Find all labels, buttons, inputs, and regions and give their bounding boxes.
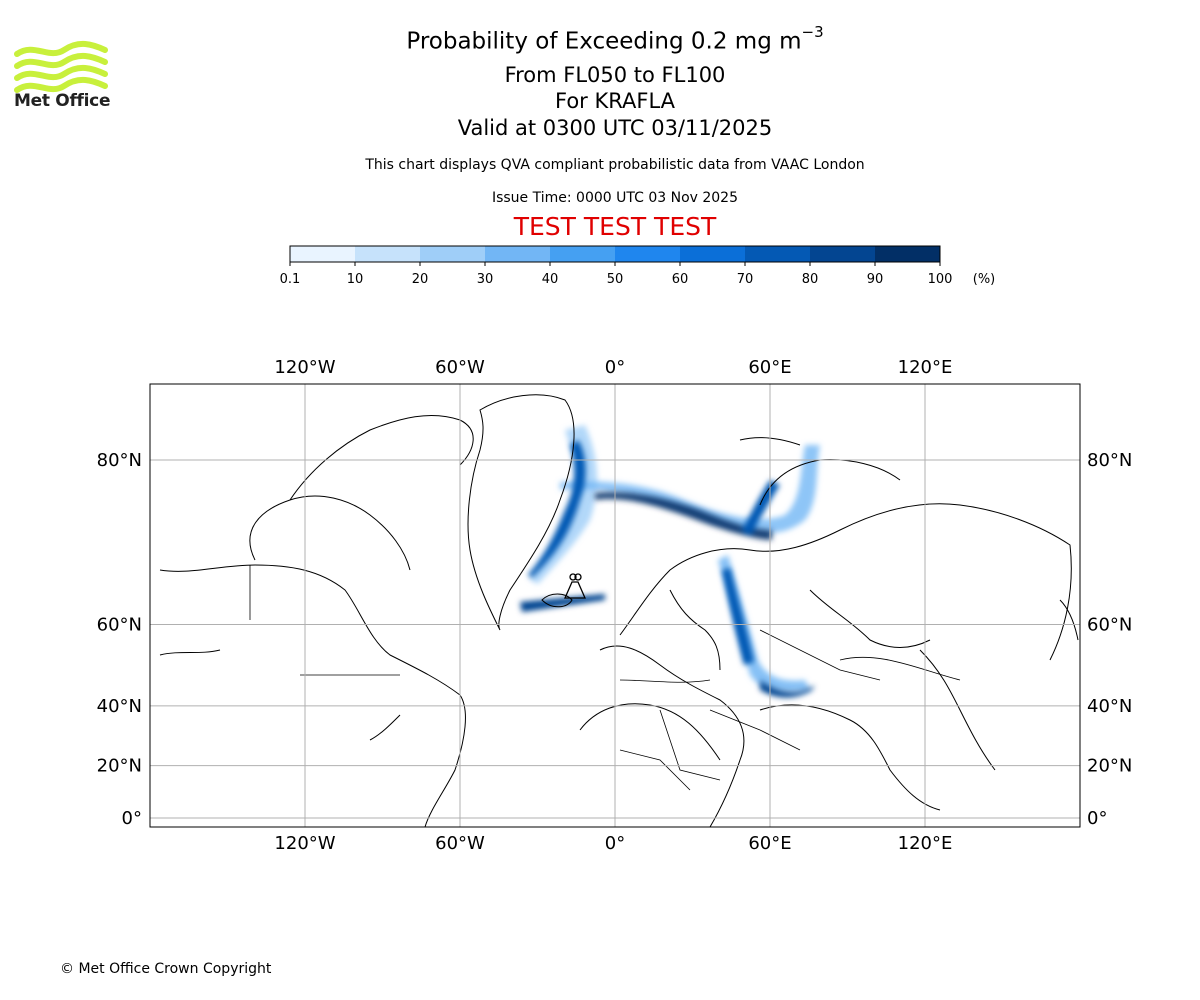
latitude-label: 0° — [1087, 808, 1107, 829]
latitude-label: 60°N — [1087, 614, 1132, 635]
colorbar-swatch — [810, 246, 875, 262]
longitude-label: 120°W — [274, 833, 335, 854]
latitude-label: 80°N — [1087, 450, 1132, 471]
colorbar-tick-label: 100 — [928, 272, 953, 287]
colorbar-tick-label: 90 — [867, 272, 884, 287]
longitude-label: 60°W — [435, 357, 485, 378]
colorbar-swatch — [875, 246, 940, 262]
test-banner: TEST TEST TEST — [513, 212, 717, 241]
colorbar-tick-label: 70 — [737, 272, 754, 287]
colorbar-tick-label: 0.1 — [280, 272, 301, 287]
longitude-label: 0° — [605, 833, 625, 854]
chart-title: Probability of Exceeding 0.2 mg m−3 — [0, 23, 1200, 55]
latitude-label: 60°N — [97, 614, 142, 635]
colorbar-swatch — [550, 246, 615, 262]
longitude-label: 120°W — [274, 357, 335, 378]
volcano-marker — [564, 573, 586, 599]
colorbar-swatch — [420, 246, 485, 262]
map-frame — [149, 383, 1081, 828]
colorbar-tick-label: 10 — [347, 272, 364, 287]
colorbar-tick-label: 60 — [672, 272, 689, 287]
copyright: © Met Office Crown Copyright — [60, 961, 272, 977]
longitude-label: 60°E — [748, 357, 791, 378]
country-borders — [249, 565, 961, 791]
issue-time: Issue Time: 0000 UTC 03 Nov 2025 — [491, 190, 739, 206]
met-office-logo — [14, 41, 108, 93]
title-exponent: −3 — [801, 23, 824, 41]
colorbar-swatch — [615, 246, 680, 262]
valid-time: Valid at 0300 UTC 03/11/2025 — [457, 116, 773, 140]
chart-description: This chart displays QVA compliant probab… — [365, 157, 865, 173]
colorbar-tick-label: 50 — [607, 272, 624, 287]
longitude-labels-bottom: 120°W 60°W 0° 60°E 120°E — [274, 833, 952, 854]
longitude-labels-top: 120°W 60°W 0° 60°E 120°E — [274, 357, 952, 378]
colorbar-tick-label: 20 — [412, 272, 429, 287]
colorbar-swatch — [290, 246, 355, 262]
colorbar-tick-label: 30 — [477, 272, 494, 287]
colorbar-unit: (%) — [973, 272, 996, 287]
map: 120°W 60°W 0° 60°E 120°E 120°W 60°W 0° 60°E 120°… — [97, 357, 1133, 854]
longitude-label: 0° — [605, 357, 625, 378]
flight-level-range: From FL050 to FL100 — [504, 63, 726, 87]
gridlines — [150, 384, 1080, 827]
colorbar-tick-label: 80 — [802, 272, 819, 287]
longitude-label: 120°E — [898, 833, 953, 854]
chart-title-text: Probability of Exceeding 0.2 mg m — [406, 28, 802, 55]
volcano-name: For KRAFLA — [555, 89, 675, 113]
longitude-label: 60°W — [435, 833, 485, 854]
latitude-label: 20°N — [1087, 756, 1132, 777]
latitude-label: 40°N — [1087, 696, 1132, 717]
colorbar-swatches — [290, 246, 940, 262]
colorbar-tick-label: 40 — [542, 272, 559, 287]
latitude-label: 0° — [122, 808, 142, 829]
latitude-labels-left: 80°N 60°N 40°N 20°N 0° — [97, 450, 142, 829]
latitude-label: 80°N — [97, 450, 142, 471]
colorbar-swatch — [745, 246, 810, 262]
latitude-label: 20°N — [97, 756, 142, 777]
longitude-label: 120°E — [898, 357, 953, 378]
colorbar-ticks: 0.1 10 20 30 40 50 60 70 80 90 100 — [280, 262, 953, 287]
latitude-labels-right: 80°N 60°N 40°N 20°N 0° — [1087, 450, 1132, 829]
colorbar-swatch — [680, 246, 745, 262]
latitude-label: 40°N — [97, 696, 142, 717]
colorbar: 0.1 10 20 30 40 50 60 70 80 90 100 (%) — [280, 245, 996, 287]
logo-text: Met Office — [14, 91, 111, 111]
colorbar-swatch — [485, 246, 550, 262]
colorbar-swatch — [355, 246, 420, 262]
longitude-label: 60°E — [748, 833, 791, 854]
